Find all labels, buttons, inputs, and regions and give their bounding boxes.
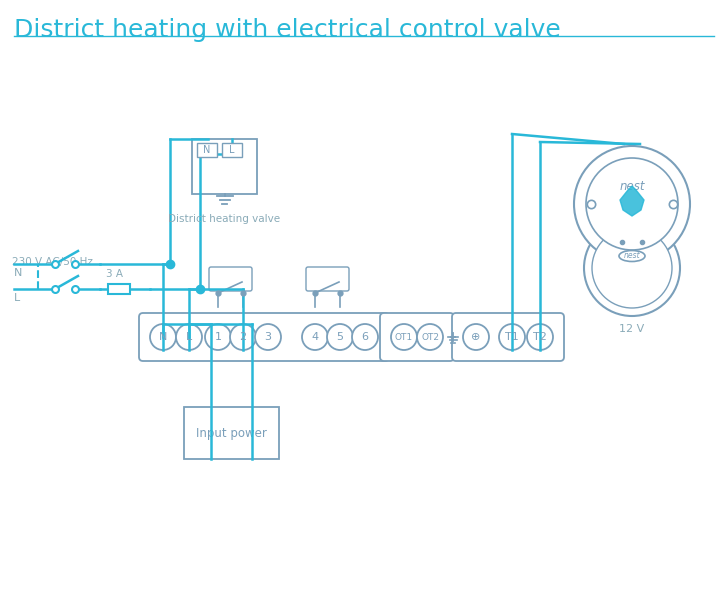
Circle shape [391, 324, 417, 350]
Text: District heating valve: District heating valve [168, 214, 280, 224]
Circle shape [584, 220, 680, 316]
Text: 4: 4 [312, 332, 319, 342]
Text: District heating with electrical control valve: District heating with electrical control… [14, 18, 561, 42]
Circle shape [586, 158, 678, 250]
Text: L: L [14, 293, 20, 303]
FancyBboxPatch shape [209, 267, 252, 291]
Text: nest: nest [620, 179, 645, 192]
Bar [184, 407, 279, 459]
Circle shape [327, 324, 353, 350]
FancyBboxPatch shape [139, 313, 389, 361]
Circle shape [150, 324, 176, 350]
Text: 3: 3 [264, 332, 272, 342]
Circle shape [417, 324, 443, 350]
Ellipse shape [619, 251, 645, 261]
Text: T2: T2 [533, 332, 547, 342]
FancyBboxPatch shape [452, 313, 564, 361]
Circle shape [255, 324, 281, 350]
Text: 3 A: 3 A [106, 269, 122, 279]
Bar [197, 143, 217, 157]
Bar [222, 143, 242, 157]
Circle shape [499, 324, 525, 350]
Text: 12 V: 12 V [620, 324, 644, 334]
Text: N: N [159, 332, 167, 342]
Text: 2: 2 [240, 332, 247, 342]
Text: 230 V AC/50 Hz: 230 V AC/50 Hz [12, 257, 93, 267]
Circle shape [302, 324, 328, 350]
Circle shape [463, 324, 489, 350]
Text: L: L [229, 145, 234, 155]
Text: Input power: Input power [196, 426, 267, 440]
Circle shape [592, 228, 672, 308]
Text: N: N [203, 145, 210, 155]
Text: N: N [14, 268, 23, 278]
Circle shape [176, 324, 202, 350]
Circle shape [230, 324, 256, 350]
Polygon shape [620, 186, 644, 216]
Text: OT1: OT1 [395, 333, 413, 342]
Text: nest: nest [624, 251, 641, 261]
Text: OT2: OT2 [421, 333, 439, 342]
Circle shape [205, 324, 231, 350]
Text: 6: 6 [362, 332, 368, 342]
Circle shape [527, 324, 553, 350]
Text: 1: 1 [215, 332, 221, 342]
FancyBboxPatch shape [380, 313, 454, 361]
Text: 5: 5 [336, 332, 344, 342]
FancyBboxPatch shape [306, 267, 349, 291]
Bar [108, 284, 130, 294]
Text: ⊕: ⊕ [471, 332, 480, 342]
Circle shape [574, 146, 690, 262]
Text: T1: T1 [505, 332, 519, 342]
Bar [192, 139, 257, 194]
Circle shape [352, 324, 378, 350]
Text: L: L [186, 332, 192, 342]
